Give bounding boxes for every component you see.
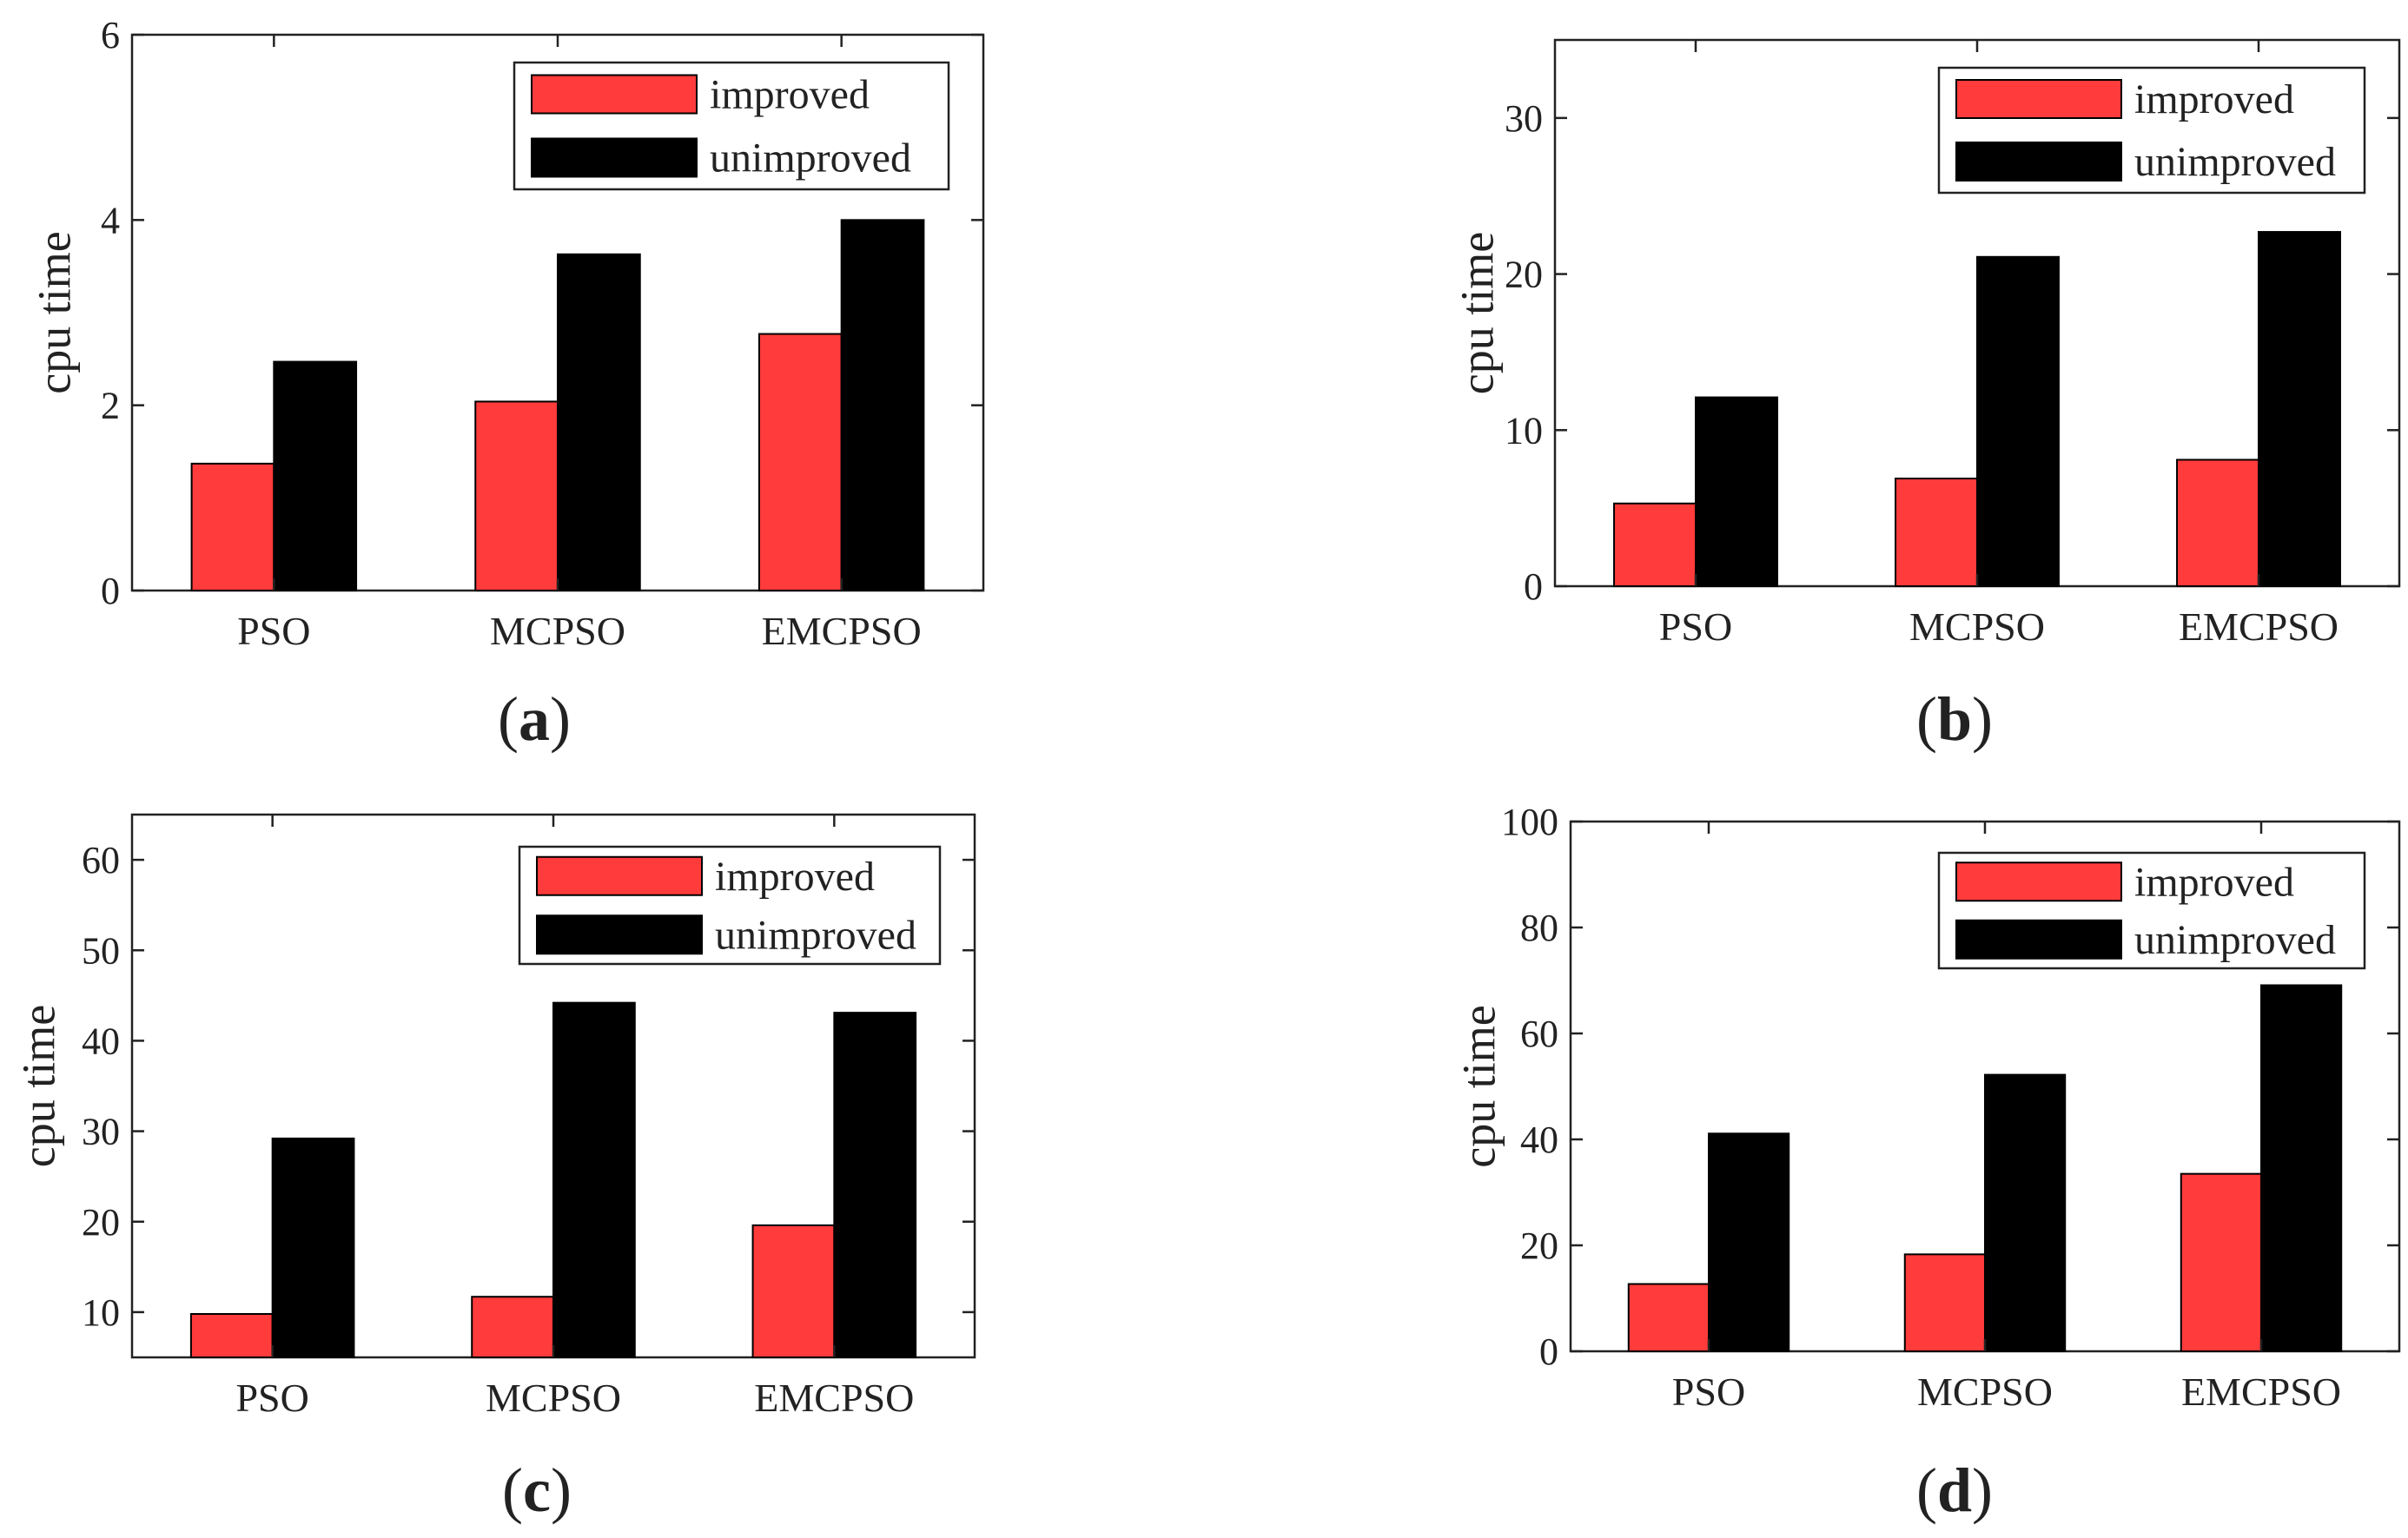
chart-d-legend-swatch-unimproved	[1955, 919, 2122, 960]
chart-d-category-label-2: EMCPSO	[2181, 1370, 2341, 1414]
chart-a-bar-improved-mcpso	[474, 400, 559, 591]
chart-c-legend-label-unimproved: unimproved	[715, 912, 916, 958]
chart-b-legend-swatch-unimproved	[1955, 142, 2122, 182]
chart-c-legend-swatch-improved	[536, 855, 703, 896]
chart-a: 0 2 4 6 PSO MCPSO EMCPSO cpu time improved unimpr…	[28, 14, 985, 754]
chart-a-category-label-1: MCPSO	[490, 609, 625, 653]
chart-b-ylabel: cpu time	[1451, 232, 1503, 394]
chart-d-category-label-1: MCPSO	[1917, 1370, 2053, 1414]
chart-b-bar-unimproved-emcpso	[2258, 231, 2341, 587]
chart-d-panel-letter: d	[1937, 1455, 1972, 1525]
chart-a-ytick-label-2: 4	[101, 199, 120, 241]
chart-a-bar-unimproved-emcpso	[840, 219, 925, 591]
chart-a-ytick-label-0: 0	[101, 570, 120, 612]
chart-a-bar-unimproved-pso	[273, 360, 358, 591]
chart-a-bar-unimproved-mcpso	[557, 253, 641, 591]
chart-d-bar-unimproved-pso	[1708, 1132, 1790, 1353]
chart-d-bar-improved-pso	[1627, 1283, 1710, 1353]
chart-b-panel-label: (b)	[1916, 684, 1993, 754]
chart-b-legend-label-unimproved: unimproved	[2134, 139, 2336, 185]
chart-c: 10 20 30 40 50 60 PSO MCPSO EMCPSO cpu time improv…	[12, 813, 976, 1525]
chart-d-ytick-label-2: 40	[1520, 1119, 1558, 1161]
chart-d-bar-improved-emcpso	[2180, 1172, 2263, 1353]
chart-c-ytick-label-1: 20	[82, 1201, 120, 1244]
chart-d-ytick-label-4: 80	[1520, 907, 1558, 949]
chart-a-legend-swatch-improved	[531, 74, 698, 115]
chart-b-legend-swatch-improved	[1955, 79, 2122, 119]
chart-b-legend-label-improved: improved	[2134, 76, 2294, 122]
chart-a-legend-label-unimproved: unimproved	[710, 135, 911, 182]
chart-d-ytick-label-5: 100	[1501, 801, 1558, 843]
chart-d-bar-unimproved-emcpso	[2260, 984, 2343, 1352]
chart-c-legend-swatch-unimproved	[536, 914, 703, 955]
chart-c-bar-improved-mcpso	[471, 1296, 555, 1359]
chart-a-ytick-label-3: 6	[101, 14, 120, 56]
chart-b: 0 10 20 30 PSO MCPSO EMCPSO cpu time improved uni…	[1451, 38, 2401, 754]
chart-c-ytick-label-4: 50	[82, 929, 120, 972]
chart-c-bar-unimproved-emcpso	[833, 1012, 917, 1358]
chart-c-category-label-0: PSO	[235, 1376, 308, 1420]
chart-c-bar-improved-emcpso	[751, 1224, 836, 1358]
chart-d-ytick-label-0: 0	[1539, 1330, 1558, 1373]
chart-d-legend-label-improved: improved	[2134, 859, 2294, 905]
chart-c-bar-unimproved-pso	[271, 1137, 355, 1358]
chart-a-ytick-label-1: 2	[101, 385, 120, 427]
chart-d-ytick-label-1: 20	[1520, 1224, 1558, 1267]
chart-a-legend-swatch-unimproved	[531, 137, 698, 178]
chart-b-category-label-0: PSO	[1659, 604, 1732, 649]
chart-d-ylabel: cpu time	[1452, 1005, 1505, 1167]
chart-b-category-label-2: EMCPSO	[2179, 604, 2339, 649]
chart-c-legend-label-improved: improved	[715, 854, 875, 900]
chart-d-legend-swatch-improved	[1955, 861, 2122, 902]
chart-a-category-label-0: PSO	[237, 609, 310, 653]
chart-d-bar-improved-mcpso	[1903, 1253, 1987, 1352]
chart-a-panel-label: (a)	[498, 684, 571, 754]
chart-c-category-label-2: EMCPSO	[754, 1376, 914, 1420]
chart-d-ytick-label-3: 60	[1520, 1013, 1558, 1055]
chart-b-bar-unimproved-pso	[1695, 396, 1778, 587]
chart-a-bar-improved-pso	[190, 462, 275, 591]
chart-c-ytick-label-3: 40	[82, 1020, 120, 1062]
chart-c-bar-unimproved-mcpso	[552, 1001, 636, 1358]
chart-a-ylabel: cpu time	[28, 231, 80, 393]
chart-c-bar-improved-pso	[189, 1313, 274, 1358]
chart-c-panel-letter: c	[523, 1455, 551, 1525]
chart-b-bar-improved-emcpso	[2176, 459, 2260, 588]
chart-b-bar-unimproved-mcpso	[1976, 255, 2060, 587]
chart-d-panel-label: (d)	[1916, 1455, 1993, 1525]
chart-a-bar-improved-emcpso	[757, 333, 843, 591]
chart-b-bar-improved-pso	[1613, 502, 1697, 587]
chart-b-bar-improved-mcpso	[1895, 477, 1979, 587]
chart-a-legend-label-improved: improved	[710, 72, 870, 118]
chart-d: 0 20 40 60 80 100 PSO MCPSO EMCPSO cpu time improv…	[1452, 801, 2401, 1525]
chart-b-panel-letter: b	[1937, 684, 1972, 754]
chart-c-category-label-1: MCPSO	[486, 1376, 621, 1420]
chart-b-ytick-label-1: 10	[1505, 409, 1543, 452]
chart-d-legend-label-unimproved: unimproved	[2134, 917, 2336, 963]
chart-b-ytick-label-0: 0	[1524, 565, 1543, 608]
chart-c-ytick-label-5: 60	[82, 839, 120, 881]
chart-c-ytick-label-2: 30	[82, 1111, 120, 1153]
chart-a-category-label-2: EMCPSO	[762, 609, 922, 653]
chart-c-ytick-label-0: 10	[82, 1291, 120, 1334]
chart-d-bar-unimproved-mcpso	[1984, 1073, 2067, 1352]
chart-c-panel-label: (c)	[502, 1455, 572, 1525]
chart-b-ytick-label-2: 20	[1505, 254, 1543, 296]
chart-d-category-label-0: PSO	[1672, 1370, 1745, 1414]
chart-a-panel-letter: a	[519, 684, 550, 754]
chart-c-ylabel: cpu time	[12, 1005, 64, 1167]
chart-b-ytick-label-3: 30	[1505, 97, 1543, 140]
chart-b-category-label-1: MCPSO	[1909, 604, 2045, 649]
